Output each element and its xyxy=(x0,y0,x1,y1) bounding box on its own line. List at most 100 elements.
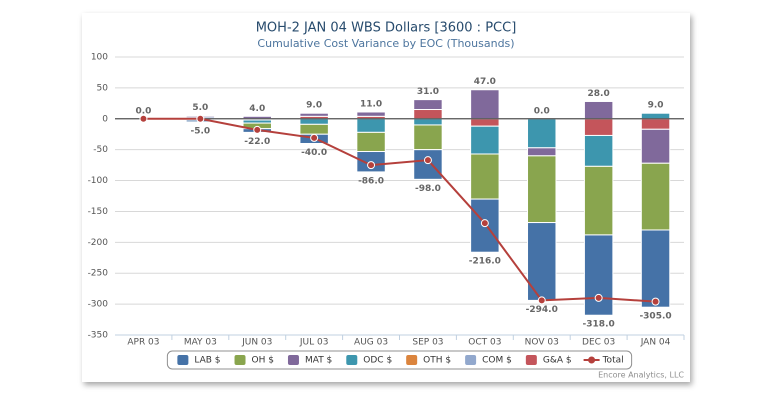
stack-total-label: 0.0 xyxy=(135,106,151,116)
bar-segment xyxy=(413,99,443,111)
legend-swatch xyxy=(234,355,246,365)
x-tick-label: SEP 03 xyxy=(412,338,443,348)
bar-segment xyxy=(640,112,671,120)
bar-segment xyxy=(299,118,329,125)
chart-title: MOH-2 JAN 04 WBS Dollars [3600 : PCC] xyxy=(256,21,517,36)
bar-segment xyxy=(356,111,386,117)
stack-total-label: 0.0 xyxy=(534,106,550,116)
legend-swatch xyxy=(177,355,189,365)
bar-segment xyxy=(356,118,386,133)
bar-segment xyxy=(640,162,671,231)
y-tick-label: 100 xyxy=(91,53,108,63)
y-tick-label: -250 xyxy=(88,269,109,279)
stack-total-label: 9.0 xyxy=(306,101,322,111)
legend-swatch xyxy=(287,355,299,365)
legend-swatch xyxy=(465,355,477,365)
bar-segment xyxy=(413,149,443,180)
total-point xyxy=(196,114,205,123)
bar-segment xyxy=(640,118,671,130)
bar-segment xyxy=(527,118,557,149)
total-point xyxy=(651,297,660,306)
stack-total-label: -305.0 xyxy=(639,312,671,322)
x-tick-label: AUG 03 xyxy=(354,338,388,348)
total-point xyxy=(367,161,376,170)
bar-segment xyxy=(470,89,500,120)
x-tick-label: DEC 03 xyxy=(582,338,615,348)
chart-subtitle: Cumulative Cost Variance by EOC (Thousan… xyxy=(257,37,514,50)
bar-segment xyxy=(527,222,557,301)
bar-segment xyxy=(470,118,500,127)
total-point xyxy=(537,296,546,305)
bar-segment xyxy=(583,100,614,120)
y-tick-label: -50 xyxy=(93,145,108,155)
bar-segment xyxy=(583,118,614,136)
total-line xyxy=(143,117,656,303)
total-point xyxy=(253,125,262,134)
legend-label: LAB $ xyxy=(194,356,220,366)
bar-segment xyxy=(470,125,500,155)
y-tick-label: -100 xyxy=(88,176,109,186)
legend-label: OTH $ xyxy=(423,356,451,366)
y-tick-label: -350 xyxy=(88,331,109,341)
stack-total-label: -318.0 xyxy=(583,320,615,330)
x-tick-label: NOV 03 xyxy=(525,338,559,348)
stack-total-label: -40.0 xyxy=(301,148,327,158)
stack-total-label: 4.0 xyxy=(249,104,265,114)
legend-label: OH $ xyxy=(252,356,274,366)
legend-label: MAT $ xyxy=(305,356,332,366)
legend-label: COM $ xyxy=(482,356,512,366)
y-tick-label: -200 xyxy=(88,238,109,248)
stack-total-label: 47.0 xyxy=(474,77,496,87)
stack-total-label: 31.0 xyxy=(417,87,439,97)
bar-segment xyxy=(356,131,386,153)
y-tick-label: 0 xyxy=(102,114,108,124)
bar-segment xyxy=(583,165,614,236)
bar-segment xyxy=(527,147,557,157)
x-tick-label: APR 03 xyxy=(127,338,159,348)
total-point xyxy=(310,133,319,142)
bar-segment xyxy=(640,128,671,164)
bar-segment xyxy=(640,229,671,308)
legend-label: Total xyxy=(602,356,624,366)
legend-label: G&A $ xyxy=(543,356,572,366)
x-tick-label: OCT 03 xyxy=(468,338,501,348)
stack-total-label: -86.0 xyxy=(358,176,384,186)
total-point xyxy=(594,293,603,302)
y-tick-label: -300 xyxy=(88,300,109,310)
stack-total-label: 11.0 xyxy=(360,99,382,109)
total-point xyxy=(480,219,489,228)
stack-total-label: -22.0 xyxy=(244,137,270,147)
bar-segment xyxy=(413,124,443,151)
x-tick-label: JAN 04 xyxy=(640,338,671,348)
stack-total-label: 28.0 xyxy=(588,89,610,99)
legend-swatch xyxy=(406,355,418,365)
stack-total-label: 9.0 xyxy=(648,101,664,111)
bar-segment xyxy=(299,112,329,117)
x-tick-label: JUL 03 xyxy=(299,338,329,348)
legend-label: ODC $ xyxy=(363,356,392,366)
total-point xyxy=(423,156,432,165)
y-tick-label: 50 xyxy=(97,83,109,93)
bar-segment xyxy=(413,109,443,120)
stack-total-label: -98.0 xyxy=(415,184,441,194)
stack-total-label: 5.0 xyxy=(192,103,208,113)
bar-segment xyxy=(583,234,614,316)
total-point xyxy=(139,114,148,123)
x-tick-label: MAY 03 xyxy=(184,338,217,348)
legend-swatch xyxy=(525,355,537,365)
y-tick-label: -150 xyxy=(88,207,109,217)
stack-total-label: -216.0 xyxy=(469,257,501,267)
legend-box xyxy=(166,350,633,370)
legend-swatch xyxy=(346,355,358,365)
bar-segment xyxy=(527,155,557,224)
legend-marker xyxy=(588,356,596,364)
bar-segment xyxy=(413,118,443,126)
bar-segment xyxy=(470,153,500,200)
stack-total-label: -294.0 xyxy=(526,305,558,315)
stack-total-label: -5.0 xyxy=(191,126,211,136)
bar-segment xyxy=(583,134,614,167)
bar-segment xyxy=(299,123,329,135)
x-tick-label: JUN 03 xyxy=(241,338,272,348)
credit: Encore Analytics, LLC xyxy=(598,371,684,380)
